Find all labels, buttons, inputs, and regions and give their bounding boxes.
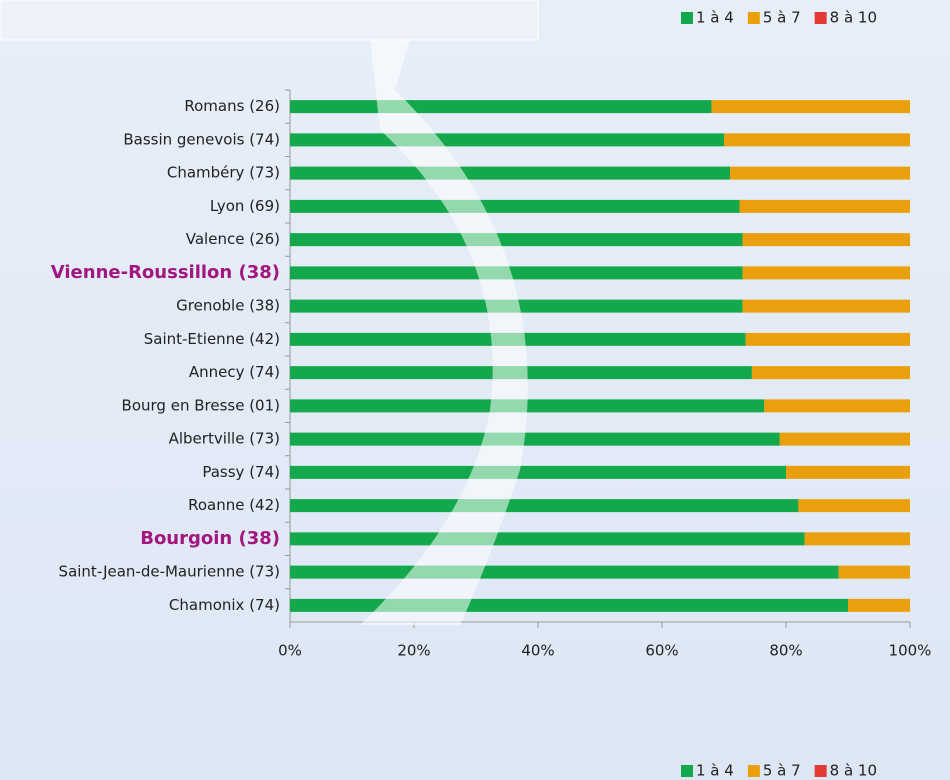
- bar: [839, 566, 910, 579]
- y-tick-label: Chamonix (74): [169, 596, 280, 614]
- bar: [290, 167, 730, 180]
- bar: [752, 366, 910, 379]
- y-tick-label: Chambéry (73): [167, 164, 280, 182]
- legend-label: 1 à 4: [696, 762, 734, 780]
- y-tick-label: Bourgoin (38): [140, 528, 280, 549]
- y-tick-label: Romans (26): [184, 97, 280, 115]
- y-tick-label: Bassin genevois (74): [123, 130, 280, 148]
- bar: [712, 100, 910, 113]
- bar: [780, 433, 910, 446]
- legend-swatch: [748, 12, 760, 24]
- x-tick-label: 100%: [889, 642, 932, 660]
- bar: [730, 167, 910, 180]
- y-tick-label: Bourg en Bresse (01): [122, 396, 280, 414]
- bar: [743, 233, 910, 246]
- bar: [290, 466, 786, 479]
- legend-label: 5 à 7: [763, 762, 801, 780]
- bar: [740, 200, 911, 213]
- legend-label: 8 à 10: [830, 762, 877, 780]
- y-tick-label: Saint-Etienne (42): [144, 330, 280, 348]
- y-tick-label: Passy (74): [202, 463, 280, 481]
- legend-label: 8 à 10: [830, 9, 877, 27]
- bar: [805, 532, 910, 545]
- x-tick-label: 20%: [397, 642, 430, 660]
- legend-swatch: [815, 12, 827, 24]
- legend-swatch: [815, 765, 827, 777]
- bar: [724, 133, 910, 146]
- background: [0, 0, 950, 780]
- legend-label: 1 à 4: [696, 9, 734, 27]
- bar: [290, 266, 743, 279]
- bar: [290, 532, 805, 545]
- bar: [743, 300, 910, 313]
- x-tick-label: 40%: [521, 642, 554, 660]
- bar: [290, 599, 848, 612]
- y-tick-label: Roanne (42): [188, 496, 280, 514]
- y-tick-label: Annecy (74): [189, 363, 280, 381]
- legend-swatch: [681, 12, 693, 24]
- y-tick-label: Lyon (69): [210, 197, 280, 215]
- bar: [798, 499, 910, 512]
- bar: [746, 333, 910, 346]
- page: 0% 20% 40% 60% 80% 100% Romans (26) Bassin gene…: [0, 0, 950, 780]
- bar: [290, 133, 724, 146]
- panel: [0, 0, 538, 40]
- legend-label: 5 à 7: [763, 9, 801, 27]
- bar: [290, 433, 780, 446]
- x-tick-label: 0%: [278, 642, 302, 660]
- x-tick-label: 60%: [645, 642, 678, 660]
- bar: [290, 100, 712, 113]
- y-tick-label: Saint-Jean-de-Maurienne (73): [59, 563, 280, 581]
- bar: [290, 499, 798, 512]
- bar: [743, 266, 910, 279]
- y-tick-label: Vienne-Roussillon (38): [51, 262, 280, 283]
- y-tick-label: Grenoble (38): [176, 297, 280, 315]
- bar: [290, 200, 740, 213]
- x-tick-label: 80%: [769, 642, 802, 660]
- bar: [848, 599, 910, 612]
- y-tick-label: Valence (26): [186, 230, 280, 248]
- legend-swatch: [748, 765, 760, 777]
- bar: [786, 466, 910, 479]
- legend-swatch: [681, 765, 693, 777]
- bar: [290, 233, 743, 246]
- bar: [764, 399, 910, 412]
- chart: 0% 20% 40% 60% 80% 100% Romans (26) Bassin gene…: [0, 0, 950, 780]
- bar: [290, 566, 839, 579]
- y-tick-label: Albertville (73): [169, 430, 280, 448]
